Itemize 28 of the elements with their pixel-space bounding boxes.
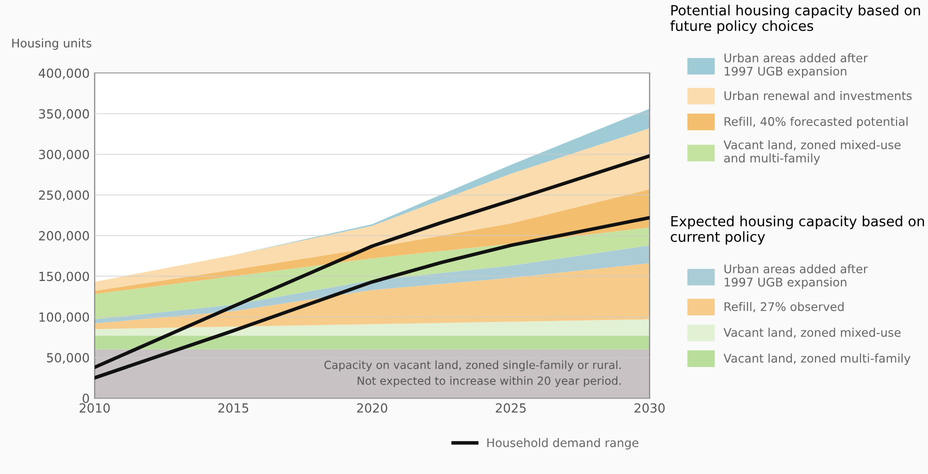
line-series	[94, 154, 650, 370]
x-tick-label: 2015	[218, 403, 248, 413]
legend-label: Urban renewal and investments	[724, 91, 912, 100]
legend-label: Vacant land, zoned mixed-use	[724, 328, 901, 338]
legend-label: Urban areas added after 1997 UGB expansion	[724, 53, 868, 78]
legend-label: Refill, 40% forecasted potential	[724, 116, 908, 128]
y-tick-label: 50,000	[47, 352, 89, 364]
y-tick-label: 100,000	[39, 312, 89, 324]
legend-label: Refill, 27% observed	[724, 302, 844, 312]
text: Potential housing capacity based on future policy choices	[670, 4, 920, 34]
x-tick-label: 2030	[634, 403, 665, 413]
x-tick-label: 2020	[357, 403, 388, 413]
y-tick-label: 150,000	[39, 272, 89, 282]
legend-label: Household demand range	[487, 438, 638, 450]
text: Expected housing capacity based on current policy	[670, 216, 924, 245]
x-tick-label: 2010	[80, 403, 110, 413]
y-tick-label: 300,000	[39, 150, 89, 160]
y-tick-label: 250,000	[39, 190, 89, 202]
legend-label: Vacant land, zoned multi-family	[724, 354, 910, 365]
y-tick-label: 0	[82, 394, 89, 404]
annotation: Capacity on vacant land, zoned single-family or rural. Not expected to increase within 20 year period.	[324, 360, 621, 388]
y-tick-label: 200,000	[39, 231, 89, 242]
legend-label: Vacant land, zoned mixed-use and multi-family	[724, 140, 901, 165]
y-tick-label: 400,000	[38, 68, 89, 80]
y-tick-label: 350,000	[39, 109, 89, 120]
legend-label: Urban areas added after 1997 UGB expansion	[724, 264, 868, 289]
y-axis-title: Housing units	[12, 38, 92, 50]
x-tick-label: 2025	[496, 403, 526, 413]
